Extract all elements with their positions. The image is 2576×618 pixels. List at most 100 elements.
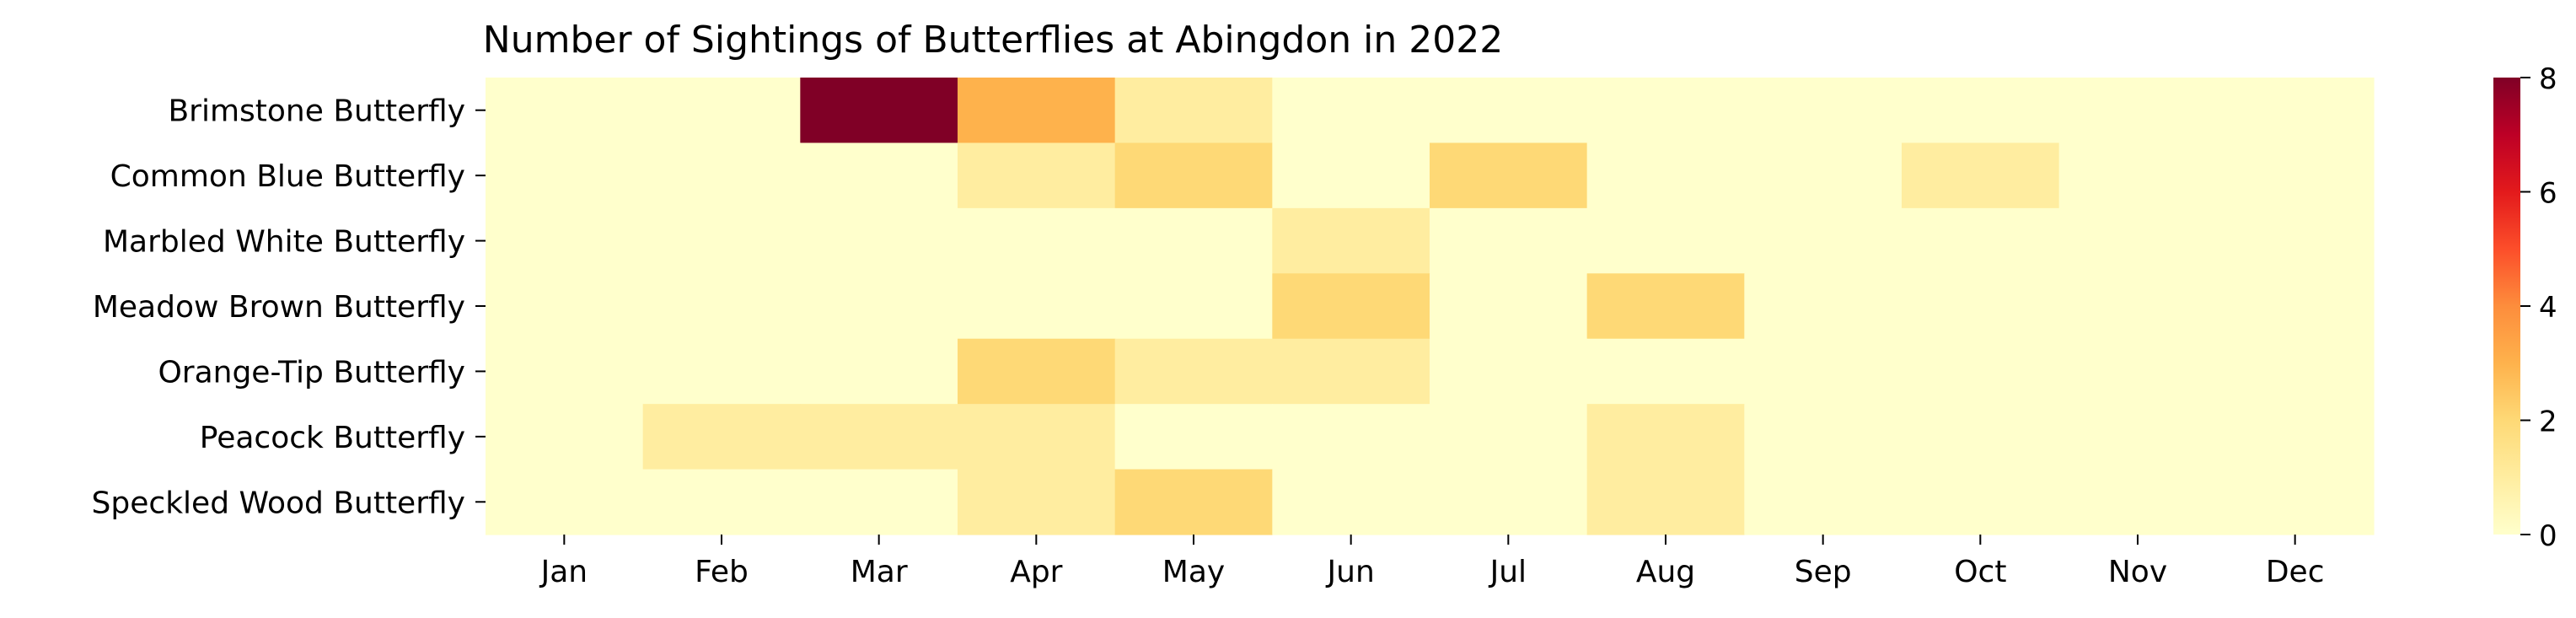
heatmap-cell bbox=[2216, 273, 2375, 340]
y-tick-label: Brimstone Butterfly bbox=[168, 94, 465, 129]
heatmap-cell bbox=[1430, 469, 1588, 535]
chart-title: Number of Sightings of Butterflies at Ab… bbox=[483, 19, 1503, 62]
heatmap-cell bbox=[800, 273, 958, 340]
heatmap-cell bbox=[958, 207, 1116, 274]
heatmap-cells bbox=[486, 78, 2375, 535]
heatmap-cell bbox=[642, 338, 801, 405]
heatmap-cell bbox=[642, 207, 801, 274]
heatmap-cell bbox=[1586, 469, 1745, 535]
heatmap-cell bbox=[1744, 78, 1902, 144]
heatmap-cell bbox=[642, 273, 801, 340]
heatmap-cell bbox=[958, 142, 1116, 209]
heatmap-cell bbox=[642, 78, 801, 144]
x-tick-label: Sep bbox=[1795, 555, 1852, 589]
heatmap-cell bbox=[2216, 207, 2375, 274]
y-tick-label: Common Blue Butterfly bbox=[110, 159, 465, 194]
heatmap-cell bbox=[642, 404, 801, 470]
heatmap-cell bbox=[1744, 469, 1902, 535]
x-tick-label: May bbox=[1162, 555, 1225, 589]
x-tick-label: Oct bbox=[1954, 555, 2006, 589]
heatmap-cell bbox=[958, 404, 1116, 470]
heatmap-cell bbox=[1744, 404, 1902, 470]
heatmap-cell bbox=[2058, 469, 2217, 535]
heatmap-cell bbox=[1430, 78, 1588, 144]
heatmap-cell bbox=[1272, 142, 1430, 209]
heatmap-cell bbox=[1114, 207, 1273, 274]
colorbar-tick-label: 6 bbox=[2539, 177, 2557, 211]
colorbar: 0 2 4 6 8 bbox=[2493, 62, 2557, 553]
heatmap-cell bbox=[1114, 78, 1273, 144]
heatmap-cell bbox=[1902, 469, 2060, 535]
heatmap-cell bbox=[1430, 273, 1588, 340]
heatmap-cell bbox=[642, 469, 801, 535]
heatmap-cell bbox=[800, 78, 958, 144]
y-tick-label: Speckled Wood Butterfly bbox=[92, 486, 465, 520]
colorbar-tick-label: 2 bbox=[2539, 406, 2557, 439]
heatmap-cell bbox=[1272, 338, 1430, 405]
heatmap-cell bbox=[2058, 338, 2217, 405]
heatmap-cell bbox=[642, 142, 801, 209]
x-tick-label: Aug bbox=[1636, 555, 1695, 589]
y-tick-label: Meadow Brown Butterfly bbox=[93, 290, 465, 325]
heatmap-cell bbox=[486, 207, 644, 274]
heatmap-cell bbox=[1902, 404, 2060, 470]
heatmap-cell bbox=[2216, 78, 2375, 144]
heatmap-cell bbox=[486, 142, 644, 209]
x-tick-label: Feb bbox=[695, 555, 749, 589]
y-tick-label: Peacock Butterfly bbox=[200, 421, 465, 455]
heatmap-cell bbox=[1114, 142, 1273, 209]
heatmap-cell bbox=[800, 207, 958, 274]
y-tick-label: Orange-Tip Butterfly bbox=[158, 355, 465, 390]
heatmap-cell bbox=[1744, 338, 1902, 405]
heatmap-cell bbox=[1586, 273, 1745, 340]
heatmap-cell bbox=[2058, 207, 2217, 274]
y-tick-label: Marbled White Butterfly bbox=[103, 225, 465, 260]
x-tick-label: Mar bbox=[851, 555, 908, 589]
heatmap-cell bbox=[958, 78, 1116, 144]
heatmap-cell bbox=[2058, 78, 2217, 144]
heatmap-cell bbox=[2216, 469, 2375, 535]
heatmap-cell bbox=[1114, 338, 1273, 405]
heatmap-cell bbox=[2058, 142, 2217, 209]
x-tick-label: Jan bbox=[539, 555, 588, 589]
heatmap-cell bbox=[800, 404, 958, 470]
heatmap-cell bbox=[2216, 142, 2375, 209]
heatmap-cell bbox=[1272, 78, 1430, 144]
heatmap-cell bbox=[1902, 207, 2060, 274]
heatmap-cell bbox=[1744, 207, 1902, 274]
heatmap-cell bbox=[958, 273, 1116, 340]
heatmap-cell bbox=[486, 469, 644, 535]
heatmap-cell bbox=[1430, 404, 1588, 470]
x-tick-label: Jul bbox=[1489, 555, 1527, 589]
y-axis: Brimstone Butterfly Common Blue Butterfly… bbox=[92, 94, 486, 520]
heatmap-cell bbox=[1272, 207, 1430, 274]
heatmap-cell bbox=[486, 404, 644, 470]
x-tick-label: Nov bbox=[2108, 555, 2167, 589]
heatmap-cell bbox=[800, 338, 958, 405]
heatmap-cell bbox=[1272, 273, 1430, 340]
heatmap-cell bbox=[1902, 273, 2060, 340]
heatmap-cell bbox=[1744, 273, 1902, 340]
heatmap-cell bbox=[800, 142, 958, 209]
x-tick-label: Jun bbox=[1326, 555, 1375, 589]
heatmap-cell bbox=[1902, 78, 2060, 144]
heatmap-cell bbox=[1586, 338, 1745, 405]
heatmap-cell bbox=[1430, 142, 1588, 209]
heatmap-cell bbox=[2216, 404, 2375, 470]
colorbar-tick-label: 0 bbox=[2539, 519, 2557, 553]
colorbar-scale bbox=[2493, 78, 2520, 535]
heatmap-cell bbox=[958, 338, 1116, 405]
heatmap-cell bbox=[486, 273, 644, 340]
heatmap-cell bbox=[1430, 338, 1588, 405]
heatmap-cell bbox=[486, 338, 644, 405]
heatmap-cell bbox=[800, 469, 958, 535]
heatmap-cell bbox=[1586, 207, 1745, 274]
heatmap-cell bbox=[2058, 404, 2217, 470]
colorbar-tick-label: 4 bbox=[2539, 291, 2557, 325]
heatmap-cell bbox=[1272, 404, 1430, 470]
colorbar-tick-label: 8 bbox=[2539, 62, 2557, 96]
heatmap-cell bbox=[1744, 142, 1902, 209]
heatmap-cell bbox=[1902, 338, 2060, 405]
heatmap-cell bbox=[1272, 469, 1430, 535]
